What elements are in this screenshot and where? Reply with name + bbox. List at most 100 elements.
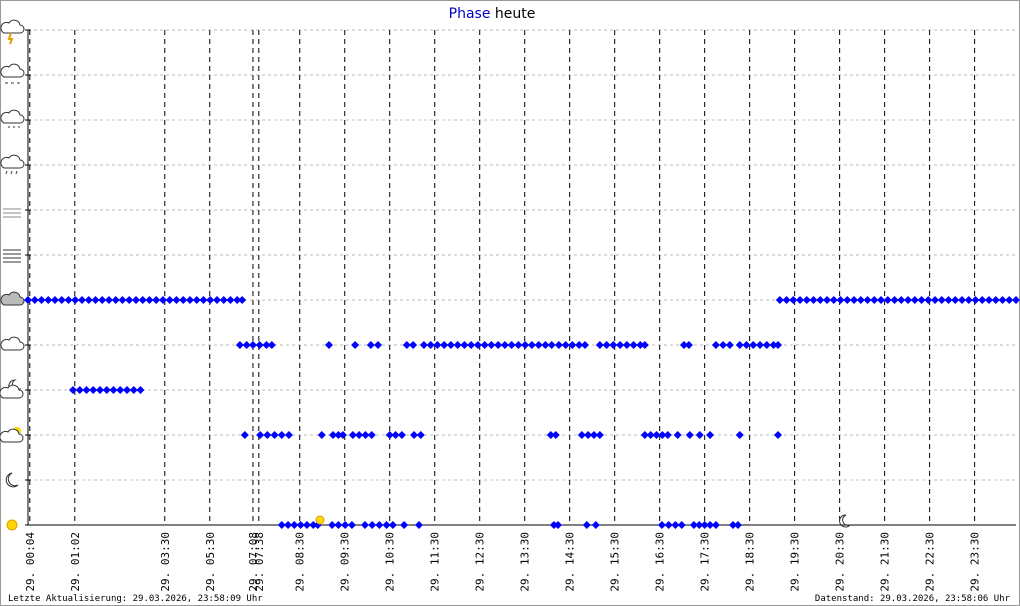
point xyxy=(978,296,987,304)
point xyxy=(595,341,604,349)
point xyxy=(664,521,673,529)
icon-moon xyxy=(5,472,19,488)
point xyxy=(233,296,242,304)
y-tick-icon xyxy=(0,291,25,306)
point xyxy=(433,341,442,349)
icon-cloud xyxy=(0,63,25,78)
point xyxy=(338,431,347,439)
point xyxy=(991,296,1000,304)
point xyxy=(629,341,638,349)
point xyxy=(931,296,940,304)
point xyxy=(773,341,782,349)
point xyxy=(998,296,1007,304)
point xyxy=(199,296,208,304)
point xyxy=(361,431,370,439)
point xyxy=(595,431,604,439)
point xyxy=(185,296,194,304)
point xyxy=(729,521,738,529)
icon-cloud xyxy=(0,291,25,306)
y-tick-icon xyxy=(0,154,25,175)
moon-marker xyxy=(839,514,851,528)
point xyxy=(487,341,496,349)
x-tick-label: 29. 19:30 xyxy=(789,532,802,592)
point xyxy=(546,431,555,439)
point xyxy=(663,431,672,439)
point xyxy=(125,296,134,304)
point xyxy=(255,341,264,349)
point xyxy=(689,521,698,529)
point xyxy=(890,296,899,304)
point xyxy=(410,431,419,439)
point xyxy=(863,296,872,304)
point xyxy=(206,296,215,304)
point xyxy=(725,341,734,349)
x-tick-label: 29. 20:30 xyxy=(834,532,847,592)
point xyxy=(382,521,391,529)
y-tick-icon xyxy=(0,19,25,45)
point xyxy=(951,296,960,304)
point xyxy=(111,296,120,304)
y-tick-icon xyxy=(0,379,24,399)
point xyxy=(270,431,279,439)
point xyxy=(609,341,618,349)
point xyxy=(104,296,113,304)
y-tick-icon xyxy=(6,519,18,531)
point xyxy=(129,386,138,394)
point xyxy=(240,431,249,439)
point xyxy=(219,296,228,304)
x-tick-label: 29. 00:04 xyxy=(24,532,37,592)
point xyxy=(82,386,91,394)
point xyxy=(742,341,751,349)
point xyxy=(453,341,462,349)
y-tick-icon xyxy=(0,109,25,128)
point xyxy=(580,341,589,349)
point xyxy=(397,431,406,439)
y-tick-icon xyxy=(3,208,21,218)
point xyxy=(262,341,271,349)
point xyxy=(368,521,377,529)
point xyxy=(706,431,715,439)
point xyxy=(802,296,811,304)
point xyxy=(179,296,188,304)
point xyxy=(277,431,286,439)
point xyxy=(658,431,667,439)
point xyxy=(152,296,161,304)
point xyxy=(95,386,104,394)
point xyxy=(284,431,293,439)
point xyxy=(534,341,543,349)
y-tick-icon xyxy=(5,472,19,488)
points xyxy=(24,296,1020,529)
x-tick-label: 29. 07:08 xyxy=(247,532,260,592)
point xyxy=(843,296,852,304)
point xyxy=(507,341,516,349)
point xyxy=(640,431,649,439)
point xyxy=(775,296,784,304)
icon-cloud xyxy=(0,154,25,169)
point xyxy=(44,296,53,304)
point xyxy=(446,341,455,349)
point xyxy=(158,296,167,304)
point xyxy=(958,296,967,304)
point xyxy=(192,296,201,304)
point xyxy=(554,341,563,349)
point xyxy=(388,521,397,529)
point xyxy=(277,521,286,529)
icon-cloud xyxy=(0,428,24,443)
point xyxy=(883,296,892,304)
point xyxy=(836,296,845,304)
point xyxy=(514,341,523,349)
point xyxy=(165,296,174,304)
point xyxy=(1012,296,1020,304)
x-tick-label: 29. 01:02 xyxy=(69,532,82,592)
footer-right: Datenstand: 29.03.2026, 23:58:06 Uhr xyxy=(815,594,1011,604)
point xyxy=(584,431,593,439)
point xyxy=(172,296,181,304)
point xyxy=(616,341,625,349)
point xyxy=(782,296,791,304)
point xyxy=(334,521,343,529)
point xyxy=(309,521,318,529)
point xyxy=(226,296,235,304)
point xyxy=(75,386,84,394)
point xyxy=(897,296,906,304)
